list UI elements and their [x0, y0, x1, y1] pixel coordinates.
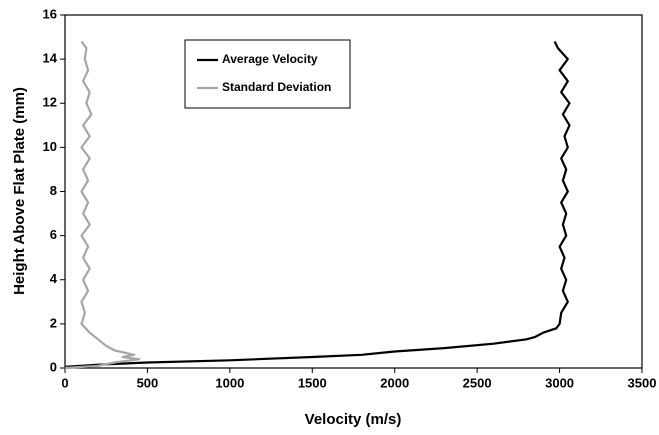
- legend-label: Standard Deviation: [222, 80, 331, 94]
- x-tick-label: 500: [137, 375, 159, 390]
- x-axis-title: Velocity (m/s): [305, 411, 402, 428]
- series-line: [64, 40, 141, 370]
- x-tick-label: 2000: [380, 375, 409, 390]
- x-tick-label: 0: [61, 375, 68, 390]
- y-tick-label: 16: [43, 6, 57, 21]
- y-tick-label: 4: [50, 271, 58, 286]
- y-tick-label: 12: [43, 95, 57, 110]
- legend-box: [184, 39, 351, 109]
- legend-label: Average Velocity: [222, 52, 318, 66]
- x-tick-label: 3500: [628, 375, 657, 390]
- plot-frame: [64, 14, 643, 369]
- x-tick-label: 1500: [298, 375, 327, 390]
- y-axis-title: Height Above Flat Plate (mm): [11, 87, 28, 295]
- series-line: [64, 41, 571, 368]
- y-tick-label: 10: [43, 139, 57, 154]
- x-tick-label: 3000: [545, 375, 574, 390]
- x-tick-label: 1000: [215, 375, 244, 390]
- y-tick-label: 8: [50, 183, 57, 198]
- y-tick-label: 2: [50, 315, 57, 330]
- y-tick-label: 6: [50, 227, 57, 242]
- x-tick-label: 2500: [463, 375, 492, 390]
- y-tick-label: 0: [50, 359, 57, 374]
- y-tick-label: 14: [43, 51, 58, 66]
